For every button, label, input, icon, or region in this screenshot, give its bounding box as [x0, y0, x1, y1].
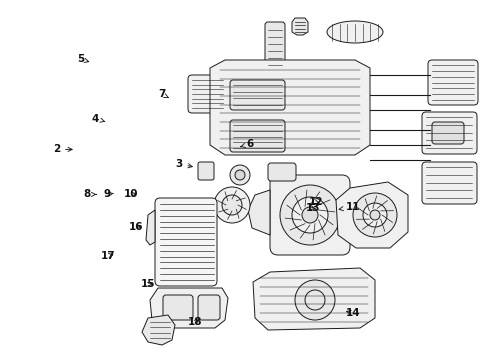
Ellipse shape [327, 21, 383, 43]
FancyBboxPatch shape [270, 175, 350, 255]
FancyBboxPatch shape [265, 22, 285, 72]
Polygon shape [210, 60, 370, 155]
Text: 18: 18 [188, 317, 202, 327]
Text: 7: 7 [158, 89, 169, 99]
FancyBboxPatch shape [230, 120, 285, 152]
FancyBboxPatch shape [198, 295, 220, 320]
Circle shape [363, 203, 387, 227]
Polygon shape [248, 190, 270, 235]
Circle shape [222, 195, 242, 215]
Circle shape [295, 280, 335, 320]
Text: 4: 4 [92, 114, 105, 124]
FancyBboxPatch shape [188, 75, 226, 113]
FancyBboxPatch shape [198, 162, 214, 180]
FancyBboxPatch shape [432, 122, 464, 144]
Text: 5: 5 [77, 54, 89, 64]
Circle shape [230, 165, 250, 185]
FancyBboxPatch shape [422, 162, 477, 204]
Polygon shape [336, 182, 408, 248]
Text: 15: 15 [141, 279, 155, 289]
Text: 6: 6 [241, 139, 253, 149]
FancyBboxPatch shape [155, 198, 217, 286]
Text: 16: 16 [129, 222, 144, 232]
Circle shape [292, 197, 328, 233]
FancyBboxPatch shape [163, 295, 193, 320]
Circle shape [235, 170, 245, 180]
Circle shape [214, 187, 250, 223]
Text: 9: 9 [103, 189, 113, 199]
FancyBboxPatch shape [268, 163, 296, 181]
FancyBboxPatch shape [422, 112, 477, 154]
Polygon shape [146, 210, 155, 245]
Polygon shape [292, 18, 308, 35]
Polygon shape [253, 268, 375, 330]
Text: 17: 17 [100, 251, 115, 261]
Circle shape [353, 193, 397, 237]
Polygon shape [142, 315, 175, 345]
FancyBboxPatch shape [230, 80, 285, 110]
Text: 14: 14 [345, 308, 360, 318]
FancyBboxPatch shape [428, 60, 478, 105]
Circle shape [280, 185, 340, 245]
Text: 8: 8 [84, 189, 97, 199]
Text: 13: 13 [305, 203, 320, 213]
Circle shape [370, 210, 380, 220]
Text: 12: 12 [309, 197, 324, 207]
Text: 10: 10 [124, 189, 139, 199]
Circle shape [302, 207, 318, 223]
Polygon shape [150, 288, 228, 328]
Text: 3: 3 [175, 159, 192, 169]
Text: 11: 11 [339, 202, 360, 212]
Text: 2: 2 [53, 144, 72, 154]
